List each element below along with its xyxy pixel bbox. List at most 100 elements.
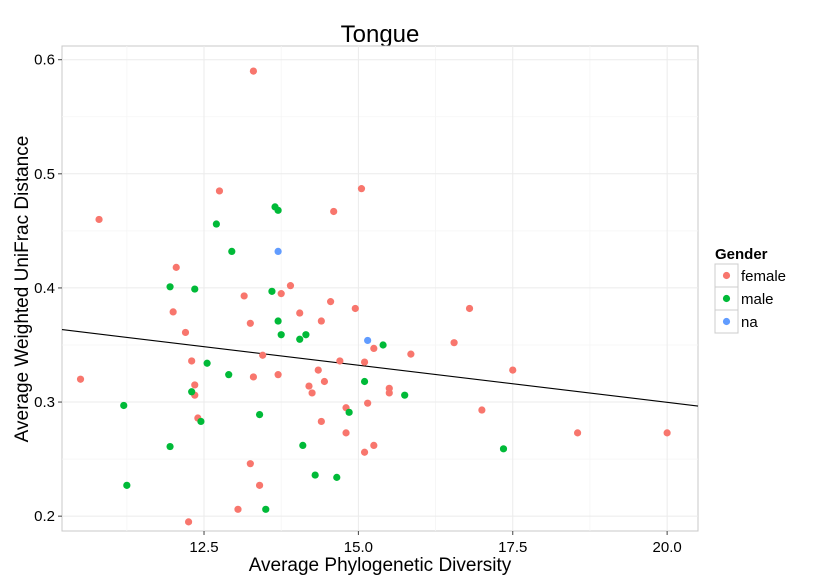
y-axis-title: Average Weighted UniFrac Distance bbox=[12, 136, 33, 443]
y-axis-ticks: 0.2 0.3 0.4 0.5 0.6 bbox=[34, 52, 62, 525]
legend: Gender female male na bbox=[714, 246, 786, 334]
data-point-female bbox=[249, 67, 258, 75]
legend-entries: female male na bbox=[714, 263, 786, 334]
legend-label-na: na bbox=[741, 314, 758, 331]
data-point-male bbox=[262, 505, 270, 513]
data-point-female bbox=[370, 344, 378, 353]
data-point-female bbox=[246, 319, 254, 327]
data-point-male bbox=[203, 359, 211, 367]
data-point-female bbox=[169, 308, 177, 316]
legend-key-male bbox=[722, 294, 731, 303]
data-point-female bbox=[240, 292, 248, 300]
data-point-male bbox=[333, 473, 341, 481]
data-point-female bbox=[320, 377, 329, 386]
data-point-female bbox=[172, 263, 180, 271]
data-point-female bbox=[478, 406, 486, 414]
trend-line bbox=[61, 329, 699, 407]
data-point-male bbox=[499, 445, 508, 453]
data-point-male bbox=[360, 377, 369, 386]
data-point-male bbox=[296, 335, 304, 343]
data-point-female bbox=[450, 339, 458, 347]
data-point-female bbox=[360, 358, 369, 366]
data-point-female bbox=[305, 382, 313, 390]
data-point-female bbox=[360, 448, 369, 456]
legend-label-female: female bbox=[741, 268, 786, 285]
data-point-male bbox=[268, 287, 276, 295]
data-point-female bbox=[188, 357, 196, 365]
data-point-male bbox=[188, 388, 196, 396]
data-point-female bbox=[357, 185, 366, 193]
data-point-male bbox=[166, 283, 174, 291]
data-point-male bbox=[274, 206, 282, 214]
data-point-female bbox=[191, 381, 199, 389]
data-point-male bbox=[255, 411, 264, 419]
data-point-male bbox=[197, 417, 205, 426]
data-point-male bbox=[274, 317, 282, 325]
data-point-male bbox=[345, 408, 353, 416]
data-point-female bbox=[95, 215, 103, 224]
legend-key-female bbox=[722, 271, 731, 280]
data-point-female bbox=[215, 187, 224, 195]
legend-label-male: male bbox=[741, 291, 774, 308]
data-point-female bbox=[351, 304, 359, 313]
data-point-male bbox=[191, 285, 199, 293]
data-point-female bbox=[327, 298, 335, 306]
data-point-male bbox=[379, 341, 387, 349]
data-points bbox=[76, 67, 671, 526]
data-point-female bbox=[336, 357, 344, 365]
data-point-female bbox=[330, 207, 338, 216]
data-point-male bbox=[302, 331, 310, 339]
data-point-female bbox=[663, 429, 671, 437]
data-point-female bbox=[255, 481, 264, 489]
x-tick-label: 12.5 bbox=[189, 539, 218, 556]
data-point-male bbox=[299, 441, 307, 450]
data-point-female bbox=[246, 460, 254, 468]
x-tick-label: 15.0 bbox=[344, 539, 373, 556]
data-point-female bbox=[317, 317, 325, 325]
data-point-female bbox=[286, 282, 295, 290]
data-point-female bbox=[259, 351, 267, 359]
x-axis-ticks: 12.5 15.0 17.5 20.0 bbox=[189, 531, 682, 556]
data-point-male bbox=[228, 247, 236, 256]
data-point-female bbox=[249, 373, 258, 381]
data-point-female bbox=[296, 309, 304, 317]
data-point-female bbox=[314, 366, 322, 374]
data-point-female bbox=[509, 366, 517, 374]
x-tick-label: 17.5 bbox=[498, 539, 527, 556]
data-point-female bbox=[76, 375, 85, 383]
data-point-female bbox=[234, 505, 242, 513]
data-point-female bbox=[277, 290, 285, 298]
data-point-female bbox=[407, 350, 415, 358]
data-point-male bbox=[401, 391, 409, 399]
data-point-female bbox=[370, 441, 378, 450]
data-point-female bbox=[317, 417, 325, 426]
data-point-male bbox=[311, 471, 319, 479]
x-axis-title: Average Phylogenetic Diversity bbox=[249, 555, 512, 576]
data-point-female bbox=[184, 518, 193, 526]
y-tick-label: 0.4 bbox=[34, 280, 55, 297]
y-tick-label: 0.6 bbox=[34, 52, 55, 69]
data-point-female bbox=[274, 371, 282, 379]
data-point-female bbox=[342, 429, 350, 437]
data-point-female bbox=[465, 304, 474, 313]
data-point-female bbox=[385, 389, 393, 397]
y-tick-label: 0.5 bbox=[34, 166, 55, 183]
chart-title: Tongue bbox=[341, 21, 420, 48]
plot-panel bbox=[61, 45, 699, 532]
legend-title: Gender bbox=[715, 246, 768, 263]
data-point-male bbox=[123, 481, 131, 489]
data-point-female bbox=[573, 429, 582, 437]
y-tick-label: 0.2 bbox=[34, 508, 55, 525]
data-point-male bbox=[225, 371, 233, 379]
data-point-male bbox=[166, 442, 174, 451]
data-point-male bbox=[277, 331, 285, 339]
data-point-na bbox=[274, 247, 282, 256]
data-point-female bbox=[364, 399, 372, 407]
data-point-female bbox=[181, 328, 190, 337]
data-point-female bbox=[308, 389, 316, 397]
legend-key-na bbox=[722, 317, 731, 326]
data-point-male bbox=[120, 401, 128, 410]
trend-line-group bbox=[61, 329, 699, 407]
x-tick-label: 20.0 bbox=[653, 539, 682, 556]
